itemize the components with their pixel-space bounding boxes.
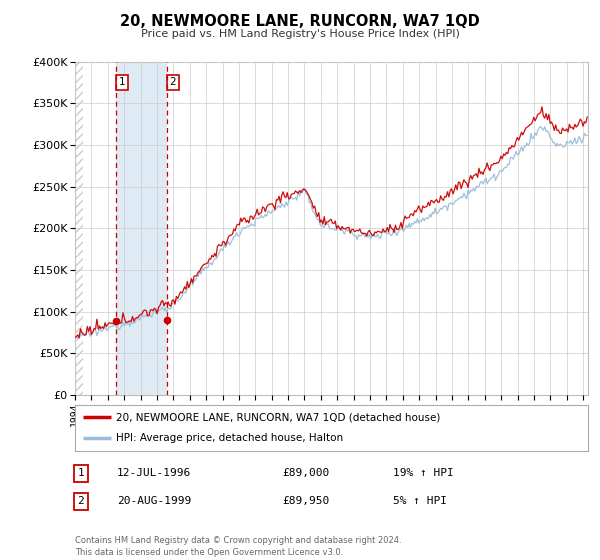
Text: 20, NEWMOORE LANE, RUNCORN, WA7 1QD (detached house): 20, NEWMOORE LANE, RUNCORN, WA7 1QD (det… bbox=[116, 412, 440, 422]
Text: 12-JUL-1996: 12-JUL-1996 bbox=[117, 468, 191, 478]
Text: 2: 2 bbox=[77, 496, 85, 506]
Text: 20, NEWMOORE LANE, RUNCORN, WA7 1QD: 20, NEWMOORE LANE, RUNCORN, WA7 1QD bbox=[120, 14, 480, 29]
Text: 19% ↑ HPI: 19% ↑ HPI bbox=[393, 468, 454, 478]
Text: £89,000: £89,000 bbox=[282, 468, 329, 478]
Bar bbox=[116, 62, 167, 395]
Text: 2: 2 bbox=[170, 77, 176, 87]
Text: Contains HM Land Registry data © Crown copyright and database right 2024.
This d: Contains HM Land Registry data © Crown c… bbox=[75, 536, 401, 557]
Text: 5% ↑ HPI: 5% ↑ HPI bbox=[393, 496, 447, 506]
Text: Price paid vs. HM Land Registry's House Price Index (HPI): Price paid vs. HM Land Registry's House … bbox=[140, 29, 460, 39]
Text: £89,950: £89,950 bbox=[282, 496, 329, 506]
Text: 20-AUG-1999: 20-AUG-1999 bbox=[117, 496, 191, 506]
Text: 1: 1 bbox=[77, 468, 85, 478]
Text: HPI: Average price, detached house, Halton: HPI: Average price, detached house, Halt… bbox=[116, 433, 343, 444]
Text: 1: 1 bbox=[119, 77, 125, 87]
